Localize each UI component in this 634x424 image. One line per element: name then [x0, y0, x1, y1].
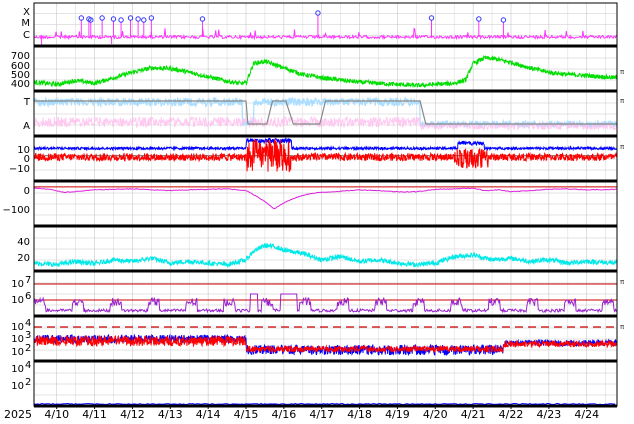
x-tick-label: 4/16: [272, 408, 297, 421]
y-tick-label: A: [23, 121, 30, 132]
flare-marker: [118, 17, 124, 23]
x-tick-label: 4/15: [234, 408, 259, 421]
x-tick-label: 4/12: [120, 408, 145, 421]
x-tick-label: 4/21: [461, 408, 486, 421]
panel-side-marker: π: [620, 97, 625, 105]
x-tick-label: 4/11: [82, 408, 107, 421]
imf-bz-line: [33, 138, 618, 173]
x-tick-label: 4/17: [309, 408, 334, 421]
panel-side-marker: π: [620, 278, 625, 286]
density-line: [33, 115, 618, 132]
y-tick-label: 10: [11, 381, 24, 392]
y-tick-label: T: [23, 97, 31, 108]
y-tick-label: 400: [11, 79, 30, 90]
y-tick-exponent: 4: [25, 318, 31, 329]
grid-lines: [34, 3, 617, 406]
mode-line: [34, 100, 617, 125]
y-tick-label: C: [23, 30, 30, 41]
y-tick-exponent: 6: [25, 291, 31, 302]
flare-marker: [428, 15, 435, 21]
y-tick-label: 20: [17, 253, 30, 264]
flare-marker: [135, 16, 141, 22]
y-tick-exponent: 4: [25, 360, 31, 371]
y-tick-label: −10: [9, 164, 30, 175]
flare-marker: [127, 15, 134, 21]
flare-marker: [315, 10, 321, 16]
flare-marker: [199, 16, 206, 22]
y-tick-label: 700: [11, 51, 30, 62]
x-axis-year-label: 2025: [4, 408, 32, 421]
flare-marker: [99, 15, 105, 21]
x-tick-label: 4/18: [347, 408, 372, 421]
y-tick-label: 10: [11, 279, 24, 290]
y-tick-label: 10: [17, 145, 30, 156]
flare-marker: [78, 15, 85, 21]
y-tick-label: 10: [11, 364, 24, 375]
y-tick-exponent: 7: [25, 275, 31, 286]
flare-marker: [500, 17, 507, 23]
y-tick-label: 0: [24, 186, 30, 197]
imf-bt-line: [33, 137, 617, 152]
y-tick-exponent: 2: [25, 377, 31, 388]
flare-marker: [141, 17, 147, 23]
kp-line: [33, 242, 618, 269]
x-tick-label: 4/19: [385, 408, 410, 421]
y-tick-label: 40: [17, 237, 30, 248]
proton-flux-2-line: [33, 402, 616, 406]
panel-side-marker: π: [620, 143, 625, 151]
data-series: [33, 10, 618, 406]
x-tick-label: 4/20: [423, 408, 448, 421]
y-tick-label: 600: [11, 61, 30, 72]
y-tick-label: M: [21, 18, 30, 29]
proton-flux-high-line: [33, 333, 618, 357]
y-tick-label: −100: [3, 205, 30, 216]
y-tick-label: 10: [11, 295, 24, 306]
x-tick-label: 4/23: [537, 408, 562, 421]
y-tick-label: X: [23, 7, 30, 18]
x-tick-label: 4/13: [158, 408, 183, 421]
y-tick-label: 500: [11, 70, 30, 81]
x-tick-label: 4/10: [44, 408, 69, 421]
y-tick-exponent: 3: [25, 330, 31, 341]
electron-flux-line: [33, 293, 618, 314]
proton-flux-low-line: [33, 334, 618, 354]
xray-flux-line: [33, 27, 618, 41]
y-tick-label: 10: [11, 322, 24, 333]
flare-marker: [88, 17, 94, 23]
x-tick-label: 4/22: [499, 408, 524, 421]
panel-frames: [33, 2, 618, 408]
y-tick-label: 10: [11, 334, 24, 345]
y-tick-exponent: 2: [25, 343, 31, 354]
x-tick-label: 4/24: [574, 408, 599, 421]
panel-side-marker: π: [620, 323, 625, 331]
panel-side-marker: π: [620, 68, 625, 76]
flare-marker: [148, 15, 155, 21]
flare-marker: [110, 16, 117, 22]
dst-line: [33, 187, 617, 210]
flare-marker: [476, 16, 482, 22]
speed-line: [33, 55, 618, 89]
x-tick-label: 4/14: [196, 408, 221, 421]
y-tick-label: 0: [24, 154, 30, 165]
y-tick-label: 10: [11, 347, 24, 358]
